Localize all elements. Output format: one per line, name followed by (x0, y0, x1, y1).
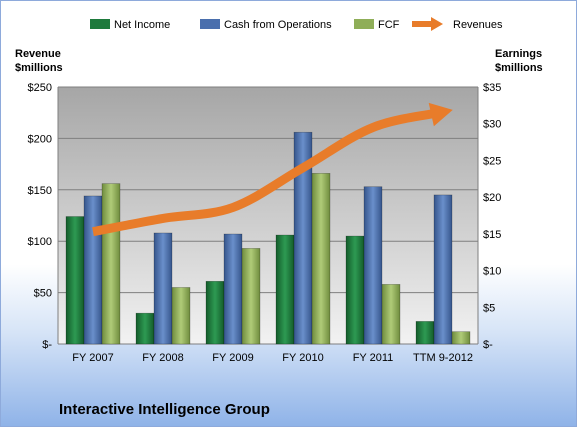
revenue-line-path (92, 107, 444, 237)
left-tick-label: $150 (28, 185, 52, 197)
legend-swatch-cash-from-operations (200, 19, 220, 29)
legend-swatch-fcf (354, 19, 374, 29)
revenue-arrow-icon (428, 102, 453, 127)
left-axis-title-line2: $millions (15, 62, 63, 74)
gridlines (57, 86, 479, 345)
revenue-line (92, 102, 453, 237)
left-tick-label: $250 (28, 82, 52, 94)
bar-fcf (311, 173, 331, 345)
legend-item-net-income: Net Income (90, 19, 170, 31)
bar-fcf (241, 248, 261, 345)
right-tick-label: $25 (483, 155, 501, 167)
legend-item-revenues: Revenues (412, 17, 503, 31)
left-tick-label: $100 (28, 236, 52, 248)
left-tick-label: $200 (28, 133, 52, 145)
x-axis: FY 2007 FY 2008 FY 2009 FY 2010 FY 2011 TTM 9… (72, 352, 473, 364)
bar-cash-from-operations (83, 195, 103, 345)
legend-label-cash-from-operations: Cash from Operations (224, 19, 332, 31)
category-label: FY 2007 (72, 352, 113, 364)
left-axis-title-line1: Revenue (15, 48, 61, 60)
right-tick-label: $10 (483, 266, 501, 278)
right-axis: $- $5 $10 $15 $20 $25 $30 $35 (483, 82, 501, 351)
bar-net-income (415, 321, 435, 345)
legend-item-fcf: FCF (354, 19, 400, 31)
legend-swatch-net-income (90, 19, 110, 29)
bar-net-income (345, 235, 365, 345)
legend-arrow-icon (431, 17, 443, 31)
category-label: FY 2009 (212, 352, 253, 364)
bar-fcf (451, 331, 471, 345)
right-tick-label: $15 (483, 229, 501, 241)
category-label: FY 2010 (282, 352, 323, 364)
bar-cash-from-operations (433, 194, 453, 345)
right-tick-label: $- (483, 339, 493, 351)
legend-item-cash-from-operations: Cash from Operations (200, 19, 332, 31)
left-tick-label: $50 (34, 288, 52, 300)
legend: Net Income Cash from Operations FCF Reve… (90, 17, 503, 31)
bar-net-income (135, 312, 155, 345)
right-axis-title-line1: Earnings (495, 48, 542, 60)
left-tick-label: $- (42, 339, 52, 351)
left-axis: $- $50 $100 $150 $200 $250 (28, 82, 53, 351)
bar-cash-from-operations (363, 186, 383, 345)
legend-label-fcf: FCF (378, 19, 400, 31)
right-tick-label: $35 (483, 82, 501, 94)
bar-cash-from-operations (223, 233, 243, 345)
right-axis-title-line2: $millions (495, 62, 543, 74)
category-label: FY 2011 (353, 352, 394, 364)
chart-title: Interactive Intelligence Group (59, 401, 270, 418)
right-tick-label: $20 (483, 192, 501, 204)
bar-net-income (205, 280, 225, 345)
category-label: TTM 9-2012 (413, 352, 473, 364)
bar-fcf (101, 183, 121, 345)
bar-fcf (381, 284, 401, 345)
legend-label-revenues: Revenues (453, 19, 503, 31)
category-label: FY 2008 (142, 352, 183, 364)
right-tick-label: $30 (483, 119, 501, 131)
bar-net-income (65, 216, 85, 345)
bar-net-income (275, 234, 295, 345)
bar-cash-from-operations (153, 232, 173, 345)
right-tick-label: $5 (483, 302, 495, 314)
plot-area (58, 87, 478, 344)
bar-fcf (171, 287, 191, 345)
legend-label-net-income: Net Income (114, 19, 170, 31)
